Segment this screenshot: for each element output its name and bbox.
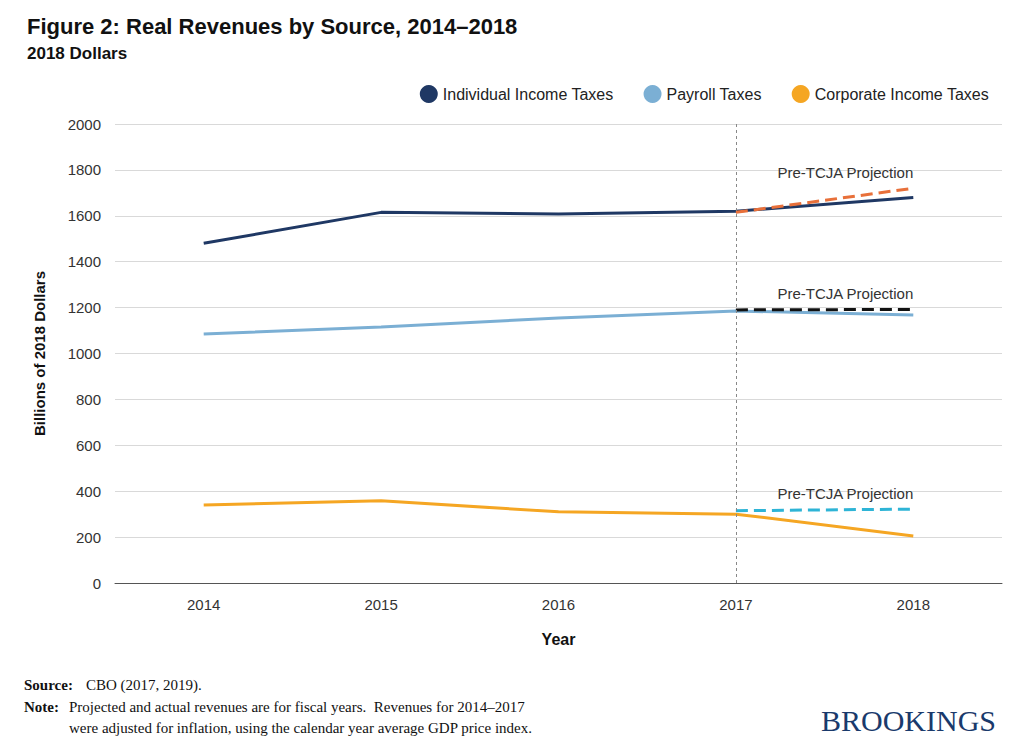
svg-text:BROOKINGS: BROOKINGS (821, 704, 996, 737)
svg-text:600: 600 (76, 437, 101, 454)
svg-text:800: 800 (76, 391, 101, 408)
svg-text:2014: 2014 (187, 596, 220, 613)
svg-text:Note:: Note: (24, 699, 59, 715)
svg-text:Individual Income Taxes: Individual Income Taxes (443, 86, 613, 103)
svg-text:2018 Dollars: 2018 Dollars (27, 44, 127, 63)
svg-text:Pre-TCJA Projection: Pre-TCJA Projection (777, 285, 913, 302)
svg-text:were adjusted for inflation, u: were adjusted for inflation, using the c… (69, 720, 532, 736)
svg-text:400: 400 (76, 483, 101, 500)
svg-text:CBO (2017, 2019).: CBO (2017, 2019). (86, 677, 202, 694)
svg-text:Pre-TCJA Projection: Pre-TCJA Projection (777, 164, 913, 181)
svg-text:Payroll Taxes: Payroll Taxes (667, 86, 762, 103)
svg-text:1600: 1600 (68, 207, 101, 224)
svg-text:1400: 1400 (68, 253, 101, 270)
svg-text:0: 0 (93, 575, 101, 592)
svg-text:1200: 1200 (68, 299, 101, 316)
svg-text:Figure 2: Real Revenues by Sou: Figure 2: Real Revenues by Source, 2014–… (27, 14, 517, 39)
svg-text:Source:: Source: (24, 677, 73, 693)
svg-text:Year: Year (542, 631, 576, 648)
svg-text:2016: 2016 (542, 596, 575, 613)
svg-text:1000: 1000 (68, 345, 101, 362)
svg-text:2017: 2017 (719, 596, 752, 613)
svg-text:1800: 1800 (68, 161, 101, 178)
svg-text:Corporate Income Taxes: Corporate Income Taxes (815, 86, 989, 103)
svg-text:Billions of 2018 Dollars: Billions of 2018 Dollars (31, 271, 48, 436)
svg-text:Projected and actual revenues: Projected and actual revenues are for fi… (69, 699, 525, 715)
svg-text:2018: 2018 (897, 596, 930, 613)
svg-text:Pre-TCJA Projection: Pre-TCJA Projection (777, 485, 913, 502)
svg-text:2000: 2000 (68, 116, 101, 133)
svg-text:2015: 2015 (364, 596, 397, 613)
svg-text:200: 200 (76, 529, 101, 546)
